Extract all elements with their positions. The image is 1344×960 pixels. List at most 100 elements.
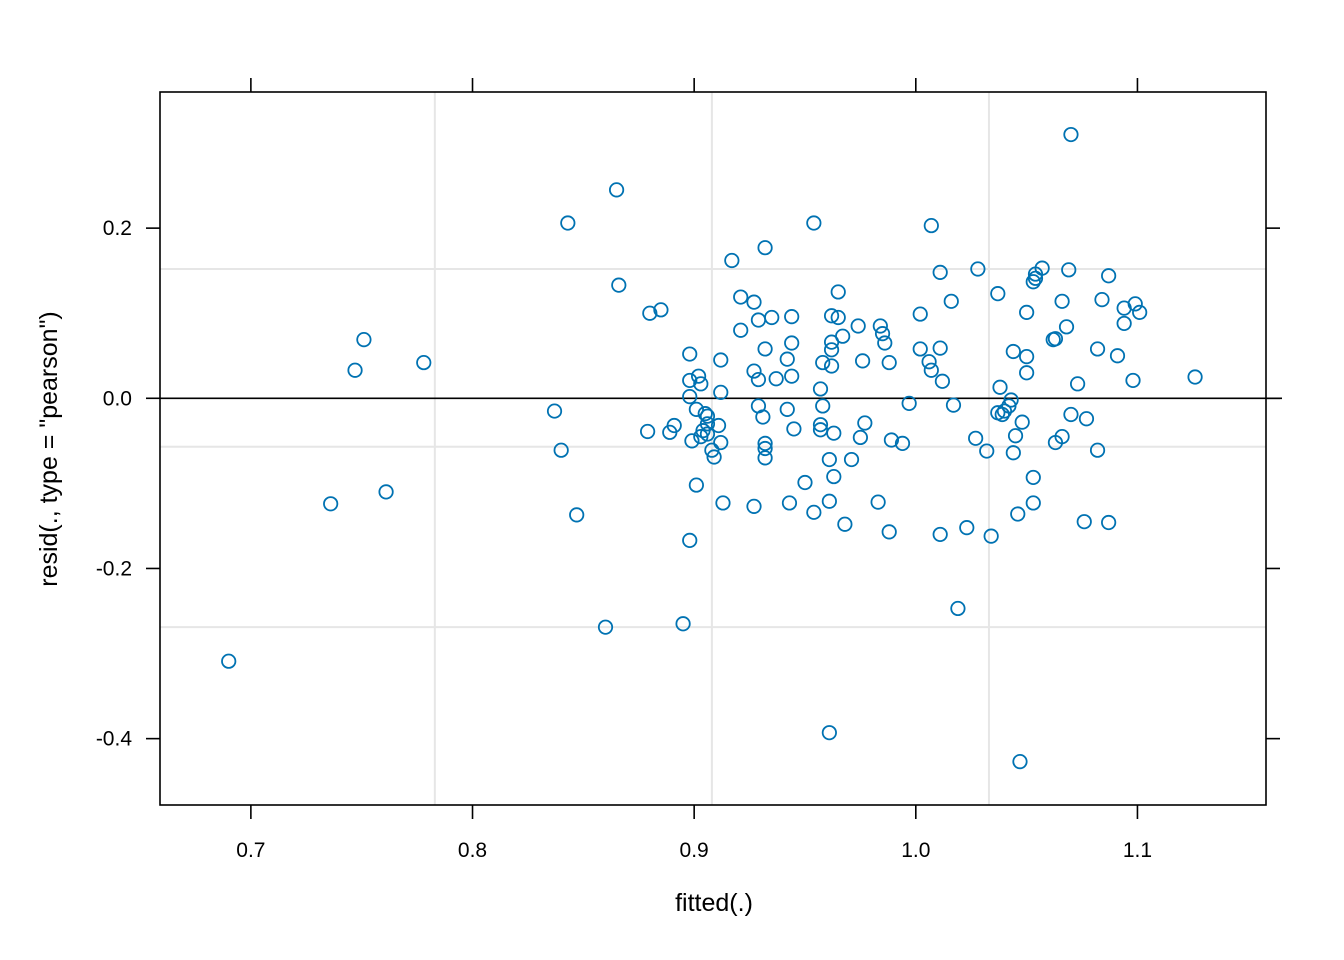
data-point-19 xyxy=(682,346,698,362)
data-point-55 xyxy=(757,240,773,256)
data-point-144 xyxy=(1058,319,1075,335)
data-point-125 xyxy=(1005,343,1021,360)
data-point-52 xyxy=(757,435,773,451)
data-point-44 xyxy=(746,363,762,379)
x-tick-label-4: 1.1 xyxy=(1123,839,1152,862)
data-point-131 xyxy=(1019,349,1035,365)
data-point-147 xyxy=(1063,126,1079,143)
data-point-150 xyxy=(1078,411,1095,427)
data-point-12 xyxy=(611,277,627,293)
data-point-9 xyxy=(569,507,585,523)
data-point-98 xyxy=(894,435,911,451)
tick-labels: 0.7 0.8 0.9 1.0 1.1 -0.4 -0.2 0.0 0.2 xyxy=(96,217,1152,862)
x-tick-label-3: 1.0 xyxy=(901,839,930,862)
data-point-51 xyxy=(757,341,773,357)
data-point-103 xyxy=(923,217,939,234)
plot-frame xyxy=(159,91,1267,806)
data-point-129 xyxy=(1014,414,1030,430)
data-point-15 xyxy=(653,302,669,318)
data-point-31 xyxy=(699,408,716,424)
data-point-143 xyxy=(1054,293,1070,309)
data-point-145 xyxy=(1061,262,1077,278)
data-point-17 xyxy=(666,417,682,434)
data-point-151 xyxy=(1089,341,1106,357)
data-point-21 xyxy=(682,372,698,389)
data-point-117 xyxy=(990,286,1006,302)
data-point-108 xyxy=(934,373,951,389)
data-point-23 xyxy=(684,433,700,449)
data-point-121 xyxy=(996,403,1013,419)
data-point-76 xyxy=(823,308,840,324)
data-point-59 xyxy=(779,401,795,417)
data-point-81 xyxy=(826,468,842,485)
data-point-91 xyxy=(870,494,886,510)
data-point-161 xyxy=(1132,304,1148,320)
data-point-62 xyxy=(784,335,800,351)
data-point-119 xyxy=(992,379,1008,395)
data-point-63 xyxy=(784,309,800,325)
y-axis-title: resid(., type = "pearson") xyxy=(35,311,63,587)
data-point-142 xyxy=(1054,428,1070,445)
data-point-148 xyxy=(1070,376,1086,392)
data-point-135 xyxy=(1025,495,1041,511)
data-point-94 xyxy=(877,335,893,351)
data-point-24 xyxy=(688,401,704,417)
data-point-107 xyxy=(932,526,948,543)
data-point-68 xyxy=(812,381,829,397)
data-point-111 xyxy=(950,600,966,617)
data-point-90 xyxy=(857,415,873,431)
data-point-160 xyxy=(1127,296,1143,312)
data-point-106 xyxy=(932,264,948,280)
data-point-41 xyxy=(724,252,740,269)
data-point-40 xyxy=(715,495,731,511)
data-point-126 xyxy=(1007,428,1024,444)
data-point-113 xyxy=(968,430,984,446)
x-axis-title: fitted(.) xyxy=(675,889,753,917)
data-point-154 xyxy=(1101,268,1117,284)
data-point-157 xyxy=(1116,315,1132,332)
data-point-34 xyxy=(704,442,720,458)
data-point-75 xyxy=(821,493,837,509)
data-point-96 xyxy=(881,354,897,371)
data-point-127 xyxy=(1010,506,1026,522)
data-point-116 xyxy=(983,528,999,544)
data-point-83 xyxy=(830,309,846,326)
data-point-57 xyxy=(768,371,784,387)
data-point-33 xyxy=(699,426,716,442)
data-point-153 xyxy=(1094,292,1110,308)
data-point-105 xyxy=(932,340,948,356)
y-tick-label-0: -0.4 xyxy=(96,728,133,751)
data-point-73 xyxy=(821,725,837,741)
data-point-13 xyxy=(640,423,656,440)
data-point-128 xyxy=(1012,754,1028,770)
data-point-64 xyxy=(786,421,802,437)
data-point-130 xyxy=(1019,304,1035,320)
data-point-74 xyxy=(821,451,837,468)
data-point-38 xyxy=(713,352,729,368)
data-point-110 xyxy=(945,397,962,413)
data-point-162 xyxy=(1187,369,1203,385)
y-tick-label-2: 0.0 xyxy=(103,387,132,410)
data-point-3 xyxy=(356,331,372,348)
data-point-99 xyxy=(901,395,917,412)
data-point-48 xyxy=(750,371,767,388)
grid-lines xyxy=(160,92,1266,805)
data-point-104 xyxy=(923,362,939,378)
data-point-155 xyxy=(1101,514,1117,531)
data-point-2 xyxy=(347,362,363,378)
data-point-32 xyxy=(699,416,716,432)
data-point-36 xyxy=(710,417,727,434)
data-point-109 xyxy=(943,293,959,309)
data-point-140 xyxy=(1047,331,1064,347)
data-point-25 xyxy=(688,477,704,493)
data-point-86 xyxy=(843,451,860,468)
data-point-50 xyxy=(755,409,771,425)
data-point-95 xyxy=(881,524,897,540)
data-point-93 xyxy=(874,326,891,342)
data-point-82 xyxy=(830,284,846,300)
data-point-80 xyxy=(826,425,842,441)
data-point-89 xyxy=(855,353,871,369)
data-point-159 xyxy=(1125,372,1141,389)
data-point-42 xyxy=(733,289,749,305)
data-point-134 xyxy=(1025,274,1041,290)
